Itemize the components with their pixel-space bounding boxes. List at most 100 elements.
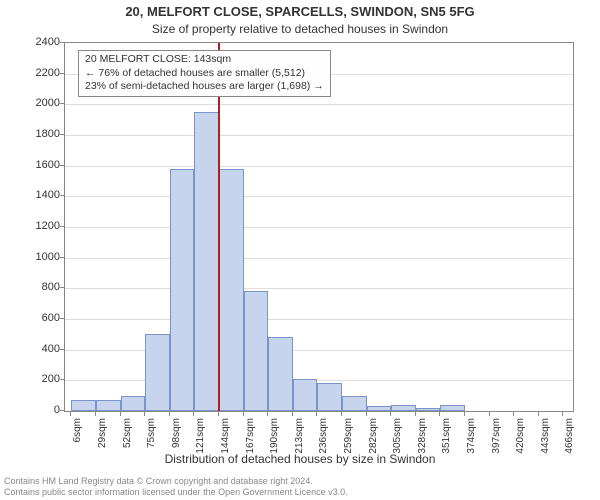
y-tick-mark — [60, 410, 64, 411]
x-tick-label: 29sqm — [97, 418, 108, 458]
x-tick-label: 144sqm — [220, 418, 231, 458]
histogram-bar — [293, 379, 318, 411]
gridline-h — [65, 319, 573, 320]
x-tick-mark — [243, 412, 244, 416]
y-tick-label: 1600 — [20, 159, 60, 171]
y-tick-label: 2200 — [20, 67, 60, 79]
histogram-bar — [244, 291, 269, 411]
histogram-bar — [145, 334, 170, 411]
y-tick-mark — [60, 42, 64, 43]
x-tick-label: 213sqm — [294, 418, 305, 458]
x-tick-mark — [70, 412, 71, 416]
gridline-h — [65, 166, 573, 167]
x-tick-label: 443sqm — [540, 418, 551, 458]
footer-line-2: Contains public sector information licen… — [4, 487, 596, 498]
x-tick-mark — [513, 412, 514, 416]
y-tick-mark — [60, 73, 64, 74]
gridline-h — [65, 196, 573, 197]
y-tick-mark — [60, 134, 64, 135]
gridline-h — [65, 227, 573, 228]
y-tick-label: 2000 — [20, 97, 60, 109]
gridline-h — [65, 258, 573, 259]
x-tick-label: 466sqm — [564, 418, 575, 458]
x-tick-mark — [267, 412, 268, 416]
y-tick-mark — [60, 103, 64, 104]
y-tick-label: 2400 — [20, 36, 60, 48]
x-tick-label: 6sqm — [72, 418, 83, 458]
y-tick-mark — [60, 257, 64, 258]
x-tick-label: 167sqm — [245, 418, 256, 458]
x-tick-label: 236sqm — [318, 418, 329, 458]
x-tick-mark — [366, 412, 367, 416]
gridline-h — [65, 380, 573, 381]
y-tick-mark — [60, 318, 64, 319]
histogram-bar — [416, 408, 441, 411]
histogram-bar — [268, 337, 293, 411]
x-tick-mark — [562, 412, 563, 416]
info-line-2: ← 76% of detached houses are smaller (5,… — [85, 67, 324, 81]
y-tick-mark — [60, 195, 64, 196]
y-tick-label: 1200 — [20, 220, 60, 232]
x-tick-label: 374sqm — [466, 418, 477, 458]
histogram-bar — [71, 400, 96, 411]
histogram-bar — [440, 405, 465, 411]
x-tick-mark — [538, 412, 539, 416]
y-tick-label: 1400 — [20, 189, 60, 201]
x-tick-mark — [489, 412, 490, 416]
title-sub: Size of property relative to detached ho… — [0, 22, 600, 36]
x-tick-mark — [193, 412, 194, 416]
x-tick-mark — [95, 412, 96, 416]
x-tick-label: 328sqm — [417, 418, 428, 458]
info-line-1: 20 MELFORT CLOSE: 143sqm — [85, 53, 324, 67]
x-tick-mark — [144, 412, 145, 416]
x-tick-mark — [439, 412, 440, 416]
y-tick-label: 1800 — [20, 128, 60, 140]
x-tick-label: 259sqm — [343, 418, 354, 458]
x-tick-label: 190sqm — [269, 418, 280, 458]
histogram-bar — [96, 400, 121, 411]
info-line-3: 23% of semi-detached houses are larger (… — [85, 80, 324, 94]
gridline-h — [65, 104, 573, 105]
x-tick-label: 397sqm — [491, 418, 502, 458]
x-tick-mark — [415, 412, 416, 416]
histogram-bar — [367, 406, 392, 411]
y-tick-label: 800 — [20, 281, 60, 293]
x-tick-label: 75sqm — [146, 418, 157, 458]
plot-area — [64, 42, 574, 412]
x-tick-label: 52sqm — [122, 418, 133, 458]
x-tick-mark — [316, 412, 317, 416]
property-marker-line — [218, 43, 220, 411]
x-tick-mark — [390, 412, 391, 416]
y-tick-mark — [60, 226, 64, 227]
x-tick-label: 98sqm — [171, 418, 182, 458]
y-tick-mark — [60, 349, 64, 350]
histogram-bar — [342, 396, 367, 411]
footer-line-1: Contains HM Land Registry data © Crown c… — [4, 476, 596, 487]
histogram-bar — [170, 169, 195, 411]
x-tick-mark — [292, 412, 293, 416]
y-tick-label: 400 — [20, 343, 60, 355]
x-tick-mark — [218, 412, 219, 416]
y-tick-label: 200 — [20, 373, 60, 385]
x-tick-label: 121sqm — [195, 418, 206, 458]
y-tick-mark — [60, 287, 64, 288]
x-tick-mark — [120, 412, 121, 416]
histogram-bar — [121, 396, 146, 411]
x-tick-label: 282sqm — [368, 418, 379, 458]
x-tick-mark — [169, 412, 170, 416]
x-tick-mark — [341, 412, 342, 416]
info-box: 20 MELFORT CLOSE: 143sqm ← 76% of detach… — [78, 50, 331, 97]
y-tick-label: 0 — [20, 404, 60, 416]
y-tick-mark — [60, 165, 64, 166]
x-tick-mark — [464, 412, 465, 416]
gridline-h — [65, 350, 573, 351]
histogram-bar — [317, 383, 342, 411]
chart-container: 20, MELFORT CLOSE, SPARCELLS, SWINDON, S… — [0, 0, 600, 500]
y-tick-label: 600 — [20, 312, 60, 324]
histogram-bar — [219, 169, 244, 411]
y-tick-label: 1000 — [20, 251, 60, 263]
gridline-h — [65, 135, 573, 136]
title-main: 20, MELFORT CLOSE, SPARCELLS, SWINDON, S… — [0, 4, 600, 19]
footer: Contains HM Land Registry data © Crown c… — [4, 476, 596, 498]
x-tick-label: 420sqm — [515, 418, 526, 458]
